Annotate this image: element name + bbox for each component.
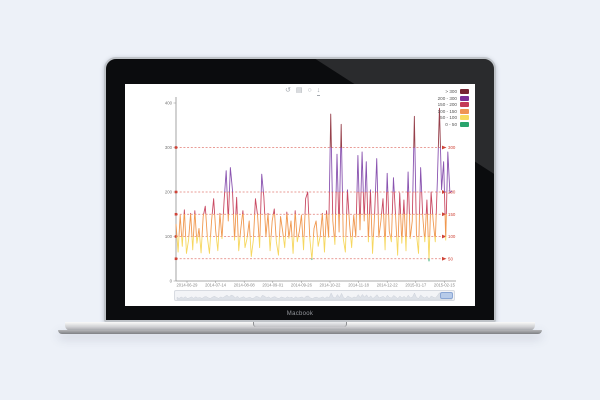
laptop-lid-notch [253,322,347,327]
x-axis-tick-label: 2015-02-15 [434,283,456,288]
legend-item[interactable]: 200 - 300 [437,95,469,101]
legend-item[interactable]: 100 - 150 [437,108,469,114]
y-axis-tick-label: 100 [165,234,173,239]
threshold-arrow [442,212,447,217]
legend-item-label: 100 - 150 [437,108,457,114]
y-axis-tick-label: 0 [170,279,173,284]
legend-color-swatch [460,89,469,94]
threshold-value-label: 150 [448,212,456,217]
y-axis-tick-label: 400 [165,101,173,106]
x-axis-tick-label: 2014-09-26 [291,283,313,288]
legend-item[interactable]: 0 - 50 [438,121,469,127]
legend-item[interactable]: 50 - 100 [438,115,469,121]
chart-toolbox: ↺ ▤ ○ ↓ [285,86,321,96]
legend-item-label: 50 - 100 [440,115,457,121]
x-axis-tick-label: 2014-06-29 [177,283,199,288]
threshold-arrow [442,145,447,150]
threshold-start-marker [174,257,178,261]
datazoom-data-shadow [176,292,453,300]
datazoom-handle[interactable] [440,292,453,299]
x-axis-tick-label: 2014-09-01 [262,283,284,288]
threshold-start-marker [174,146,178,149]
legend-color-swatch [460,121,469,127]
y-axis-tick-label: 200 [165,190,173,195]
threshold-arrow [442,234,447,239]
threshold-start-marker [174,190,178,194]
x-axis-tick-label: 2014-11-18 [348,283,369,288]
x-axis-tick-label: 2015-01-17 [405,283,427,288]
threshold-start-marker [174,212,178,216]
restore-icon[interactable]: ↺ [285,87,291,94]
laptop-lid: ↺ ▤ ○ ↓ > 300 200 - 300 150 - 200 100 - 150 50 … [104,57,496,322]
x-axis-tick-label: 2014-10-22 [320,283,342,288]
macbook-label: Macbook [286,311,314,317]
legend-item[interactable]: 150 - 200 [437,102,469,108]
threshold-start-marker [174,235,178,238]
datazoom-slider[interactable] [174,290,455,301]
x-axis-tick-label: 2014-08-08 [234,283,256,288]
legend-color-swatch [460,115,469,121]
legend-item-label: 0 - 50 [445,121,457,127]
x-axis-tick-label: 2014-12-22 [377,283,399,288]
legend-item[interactable]: > 300 [438,89,469,94]
threshold-arrow [442,256,447,261]
legend-color-swatch [460,108,469,114]
x-axis-tick-label: 2014-07-14 [205,283,227,288]
aqi-line-chart[interactable]: 0 100 200 300 400 50 100 150 200 300 2014-06-29 201… [125,84,475,306]
aqi-series-line [175,107,453,262]
threshold-value-label: 100 [448,234,456,239]
legend-color-swatch [460,102,469,108]
threshold-value-label: 300 [448,145,456,150]
y-axis-tick-label: 300 [165,145,173,150]
data-view-icon[interactable]: ▤ [295,87,303,94]
legend-item-label: 200 - 300 [437,95,457,101]
threshold-value-label: 200 [448,190,456,195]
laptop-base [65,322,535,331]
threshold-value-label: 50 [448,256,453,261]
zoom-reset-icon[interactable]: ○ [307,87,312,94]
save-image-icon[interactable]: ↓ [316,87,321,96]
legend-color-swatch [460,95,469,101]
legend-item-label: > 300 [445,89,457,94]
chart-legend: > 300 200 - 300 150 - 200 100 - 150 50 - 100… [438,89,469,129]
laptop-base-edge [58,330,542,334]
legend-item-label: 150 - 200 [437,102,457,108]
laptop-screen: ↺ ▤ ○ ↓ > 300 200 - 300 150 - 200 100 - 150 50 … [125,84,475,306]
